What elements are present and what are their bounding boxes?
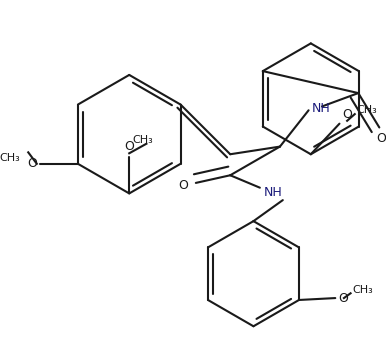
Text: CH₃: CH₃: [357, 105, 378, 115]
Text: NH: NH: [264, 186, 283, 199]
Text: CH₃: CH₃: [0, 153, 20, 163]
Text: CH₃: CH₃: [352, 285, 373, 295]
Text: O: O: [338, 291, 348, 304]
Text: O: O: [27, 157, 37, 170]
Text: O: O: [124, 140, 134, 153]
Text: CH₃: CH₃: [132, 135, 153, 145]
Text: NH: NH: [312, 102, 330, 115]
Text: O: O: [342, 108, 352, 121]
Text: O: O: [178, 179, 188, 192]
Text: O: O: [376, 132, 386, 145]
